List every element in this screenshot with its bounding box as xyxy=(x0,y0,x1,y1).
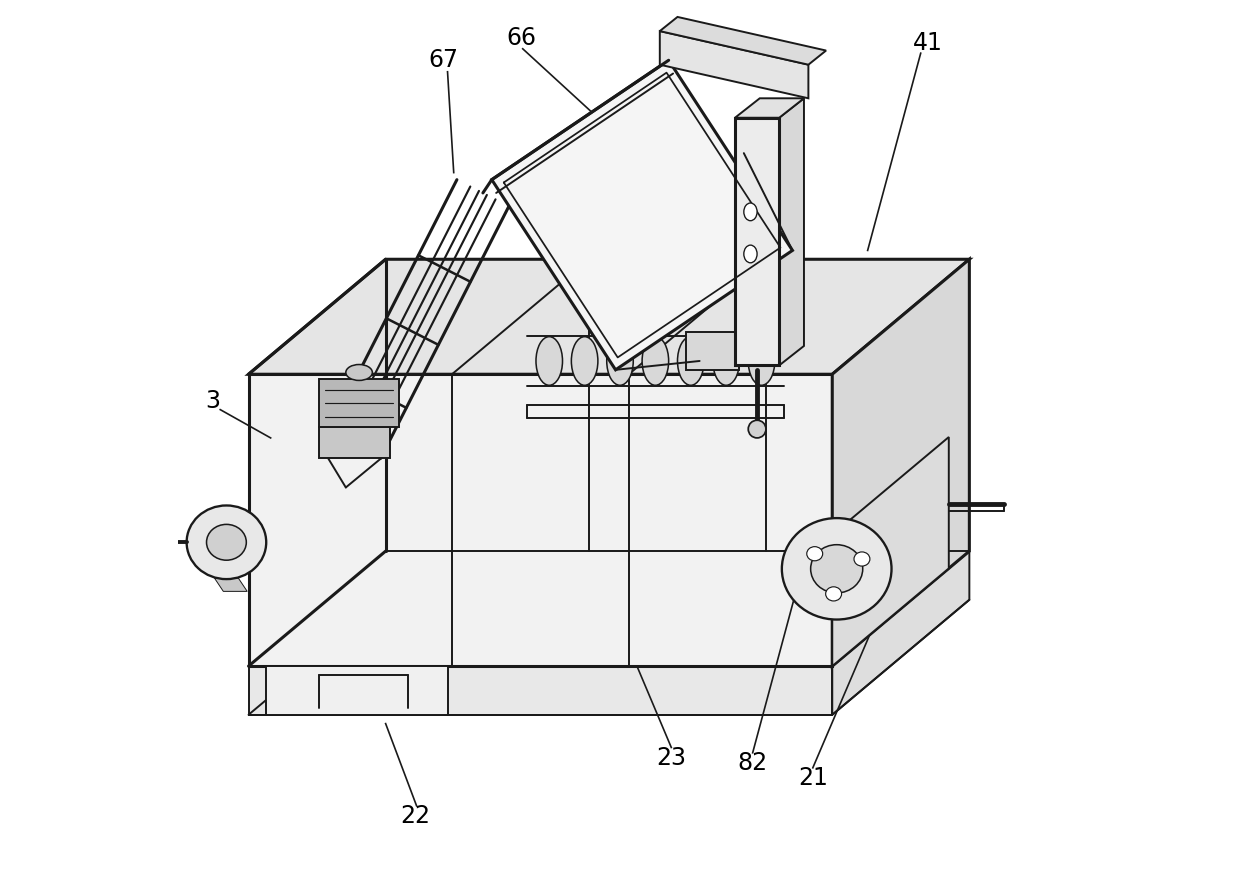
Ellipse shape xyxy=(187,506,267,579)
Polygon shape xyxy=(319,378,399,427)
Text: 22: 22 xyxy=(399,805,430,829)
Text: 67: 67 xyxy=(428,48,458,72)
Polygon shape xyxy=(248,666,832,715)
Ellipse shape xyxy=(744,203,758,221)
Polygon shape xyxy=(319,427,391,458)
Polygon shape xyxy=(832,551,970,715)
Polygon shape xyxy=(735,117,779,366)
Ellipse shape xyxy=(346,365,372,380)
Polygon shape xyxy=(735,98,804,117)
Polygon shape xyxy=(267,666,448,715)
Text: 3: 3 xyxy=(206,389,221,413)
Polygon shape xyxy=(686,332,739,370)
Ellipse shape xyxy=(536,336,563,385)
Polygon shape xyxy=(832,259,970,666)
Polygon shape xyxy=(248,374,832,666)
Ellipse shape xyxy=(207,524,247,560)
Text: 66: 66 xyxy=(506,26,536,50)
Text: 23: 23 xyxy=(656,746,686,770)
Ellipse shape xyxy=(854,552,870,566)
Ellipse shape xyxy=(713,336,739,385)
Text: 82: 82 xyxy=(738,751,768,775)
Ellipse shape xyxy=(572,336,598,385)
Polygon shape xyxy=(779,98,804,366)
Ellipse shape xyxy=(748,420,766,438)
Polygon shape xyxy=(660,17,826,65)
Ellipse shape xyxy=(826,587,842,601)
Polygon shape xyxy=(248,259,970,374)
Ellipse shape xyxy=(807,546,822,561)
Ellipse shape xyxy=(744,245,758,263)
Text: 21: 21 xyxy=(797,766,828,790)
Polygon shape xyxy=(832,437,949,666)
Ellipse shape xyxy=(811,545,863,593)
Ellipse shape xyxy=(748,336,775,385)
Ellipse shape xyxy=(606,336,634,385)
Ellipse shape xyxy=(642,336,668,385)
Text: 41: 41 xyxy=(913,30,942,54)
Ellipse shape xyxy=(782,518,892,619)
Ellipse shape xyxy=(677,336,704,385)
Polygon shape xyxy=(660,31,808,98)
Polygon shape xyxy=(492,61,792,370)
Polygon shape xyxy=(215,578,247,591)
